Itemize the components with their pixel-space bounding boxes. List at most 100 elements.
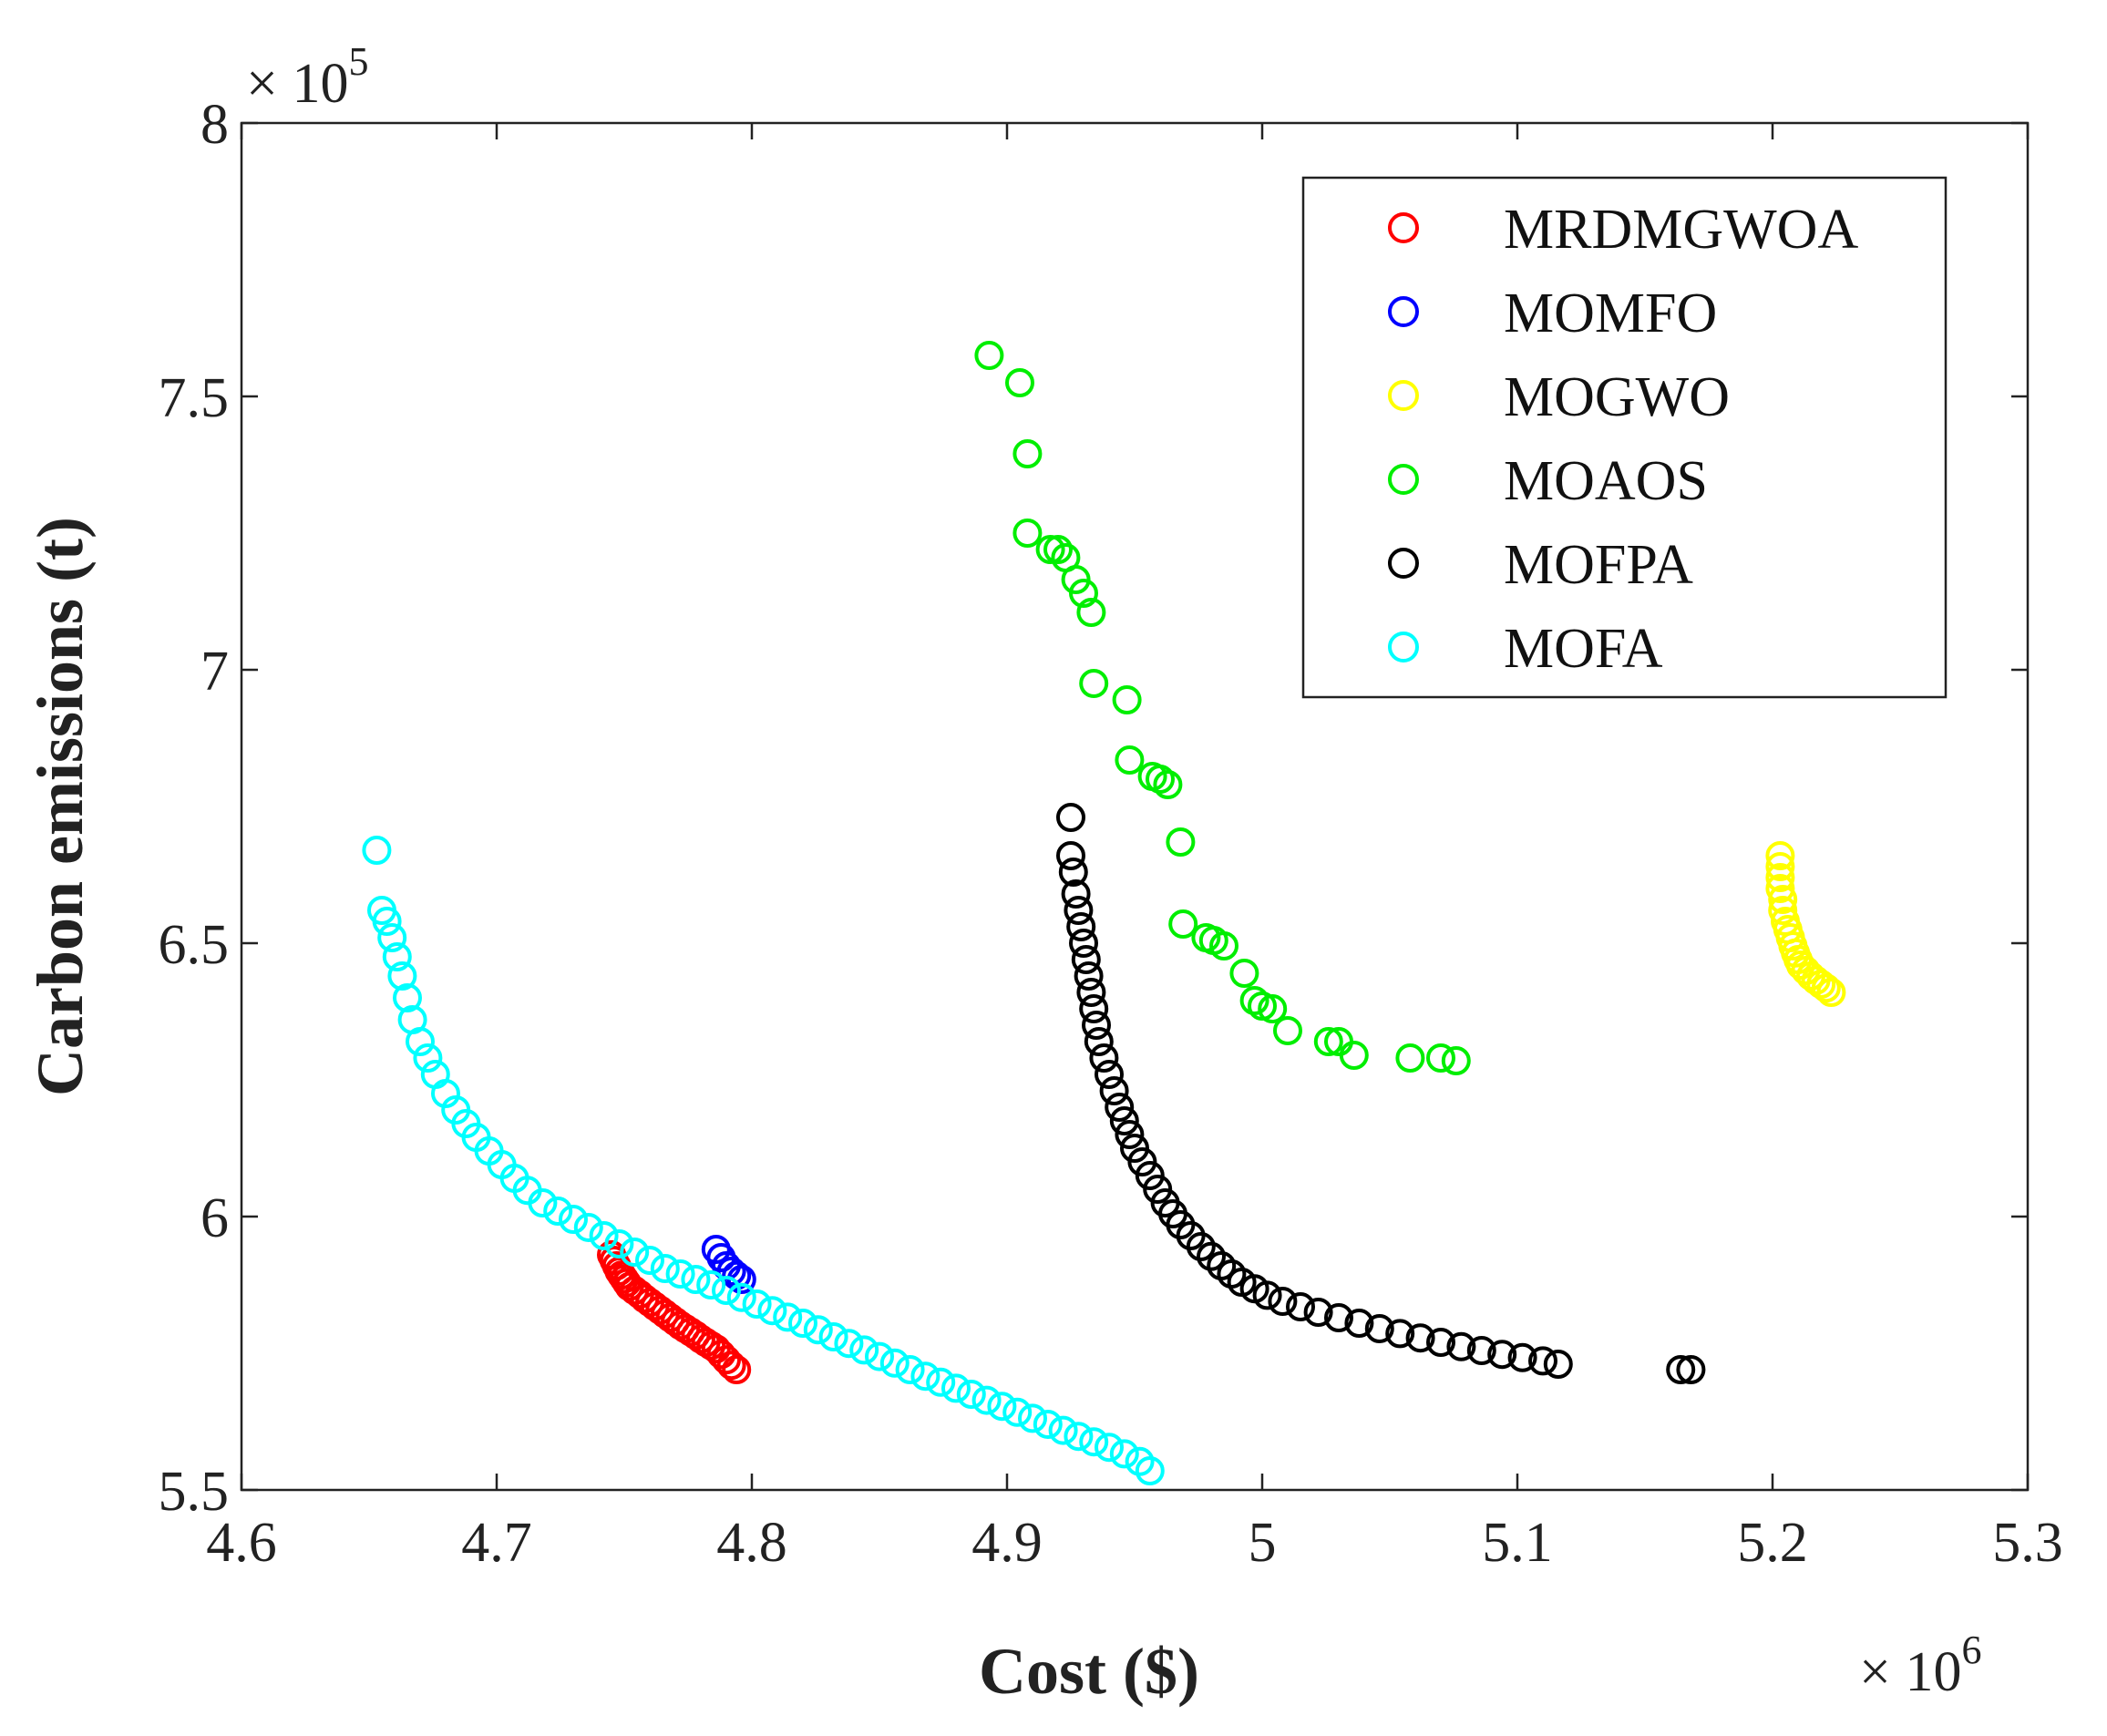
data-point xyxy=(1186,1232,1216,1261)
data-point xyxy=(1135,1456,1165,1485)
data-point xyxy=(650,1254,680,1283)
data-point xyxy=(879,1348,910,1378)
data-point xyxy=(712,1345,741,1375)
legend-label: MRDMGWOA xyxy=(1504,199,1858,261)
legend-marker xyxy=(1388,548,1419,579)
data-point xyxy=(941,1373,971,1403)
data-point xyxy=(865,1341,894,1371)
data-point xyxy=(1395,1043,1425,1073)
data-point xyxy=(910,1361,940,1392)
data-point xyxy=(1426,1328,1455,1357)
data-point xyxy=(1061,565,1091,594)
data-point xyxy=(1441,1046,1471,1075)
data-point xyxy=(1229,959,1259,988)
x-tick-label: 5 xyxy=(1249,1512,1277,1574)
data-point xyxy=(1303,1298,1333,1327)
legend-label: MOFPA xyxy=(1504,534,1693,596)
x-axis-title: Cost ($) xyxy=(979,1635,1199,1708)
data-point xyxy=(372,907,402,936)
x-tick-label: 5.2 xyxy=(1737,1512,1808,1574)
data-point xyxy=(1064,1422,1094,1452)
legend-label: MOFA xyxy=(1504,618,1663,680)
data-point xyxy=(1543,1350,1573,1379)
data-point xyxy=(1765,841,1795,870)
data-point xyxy=(1324,1303,1353,1332)
data-point xyxy=(1109,1106,1139,1135)
data-point xyxy=(406,1027,435,1056)
data-point xyxy=(1405,1323,1435,1353)
x-tick-label: 5.1 xyxy=(1482,1512,1553,1574)
series-mofpa xyxy=(1056,803,1706,1384)
data-point xyxy=(956,1380,986,1409)
data-point xyxy=(1487,1340,1517,1370)
data-point xyxy=(528,1188,558,1217)
legend-label: MOAOS xyxy=(1504,450,1708,512)
data-point xyxy=(1018,1403,1047,1433)
data-point xyxy=(1811,973,1841,1003)
data-point xyxy=(1079,994,1109,1023)
data-point xyxy=(1135,1161,1165,1190)
y-tick-label: 8 xyxy=(200,94,229,156)
data-point xyxy=(895,1355,925,1384)
data-point xyxy=(589,1221,619,1250)
y-tick-label: 6.5 xyxy=(159,914,230,976)
data-point xyxy=(1005,368,1034,397)
data-point xyxy=(1344,1309,1374,1338)
legend-marker xyxy=(1388,296,1419,327)
data-point xyxy=(413,1043,443,1073)
legend-entry: MOMFO xyxy=(1388,282,1717,344)
data-point xyxy=(1071,945,1101,974)
data-point xyxy=(803,1315,833,1345)
legend-box xyxy=(1301,176,1948,699)
data-point xyxy=(604,1229,634,1258)
data-point xyxy=(1209,931,1239,960)
data-point xyxy=(1120,1134,1149,1163)
y-tick-label: 7 xyxy=(200,641,229,703)
data-point xyxy=(1069,929,1098,958)
data-point xyxy=(1197,1241,1226,1271)
y-exponent-power: 5 xyxy=(348,39,368,84)
data-point xyxy=(387,961,417,991)
data-point xyxy=(788,1309,817,1338)
data-point xyxy=(1074,961,1104,991)
data-point xyxy=(849,1335,879,1365)
data-point xyxy=(722,1260,752,1290)
data-point xyxy=(1676,1355,1706,1384)
data-point xyxy=(1273,1016,1302,1045)
data-point xyxy=(1035,535,1065,564)
data-point xyxy=(1079,669,1109,698)
data-point xyxy=(1079,1427,1109,1457)
legend-marker xyxy=(1388,632,1419,663)
legend-label: MOGWO xyxy=(1504,366,1730,428)
x-tick-label: 4.8 xyxy=(716,1512,787,1574)
data-point xyxy=(559,1205,588,1234)
data-point xyxy=(834,1329,864,1359)
y-tick-label: 6 xyxy=(200,1187,229,1249)
data-point xyxy=(1765,852,1795,881)
data-point xyxy=(1033,1410,1063,1439)
y-exponent-base: × 10 xyxy=(246,53,348,115)
data-point xyxy=(393,983,422,1012)
legend-entry: MOAOS xyxy=(1388,450,1708,512)
data-point xyxy=(1666,1355,1696,1384)
series-mogwo xyxy=(1765,841,1846,1007)
data-point xyxy=(1143,1175,1173,1204)
data-point xyxy=(712,1276,741,1305)
x-tick-label: 4.9 xyxy=(971,1512,1043,1574)
data-point xyxy=(1268,1287,1298,1316)
data-point xyxy=(1765,863,1795,892)
data-point xyxy=(742,1289,772,1319)
data-point xyxy=(1528,1346,1557,1376)
data-point xyxy=(620,1238,650,1267)
legend-label: MOMFO xyxy=(1504,282,1717,344)
data-point xyxy=(1816,978,1846,1007)
data-point xyxy=(1364,1314,1394,1343)
series-mofa xyxy=(362,836,1165,1485)
data-point xyxy=(1768,896,1798,925)
data-point xyxy=(1076,598,1106,627)
data-point xyxy=(1115,745,1145,775)
x-exponent-label: × 106 xyxy=(1859,1628,1981,1703)
data-point xyxy=(1058,858,1088,887)
data-point xyxy=(1286,1292,1315,1321)
